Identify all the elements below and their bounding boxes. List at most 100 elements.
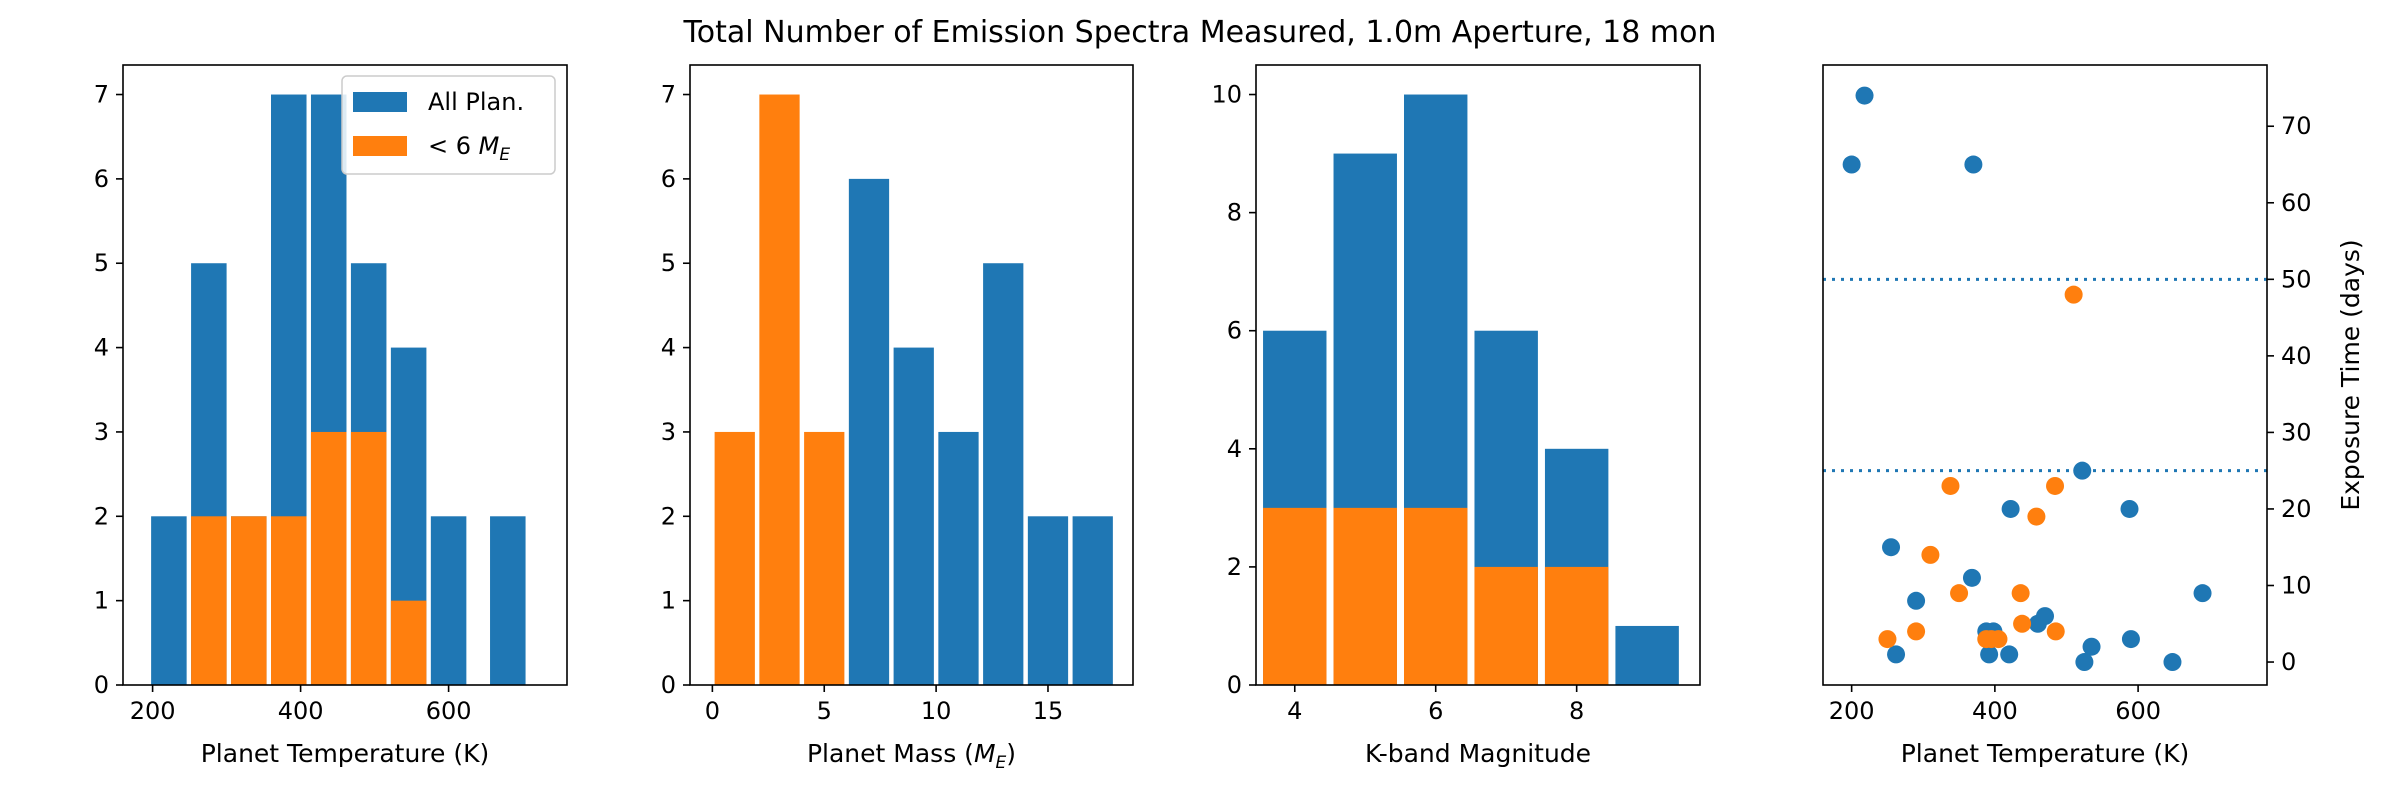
axes-frame — [1255, 64, 1701, 686]
bar-small-planets — [1474, 566, 1538, 685]
x-tick-label: 400 — [278, 697, 324, 725]
bar-small-planets — [759, 94, 800, 686]
y-tick-label: 3 — [94, 418, 109, 446]
bar-small-planets — [310, 431, 347, 685]
axes-frame — [689, 64, 1134, 686]
y-tick-label: 2 — [94, 502, 109, 530]
point-small-planets — [2027, 507, 2046, 526]
x-tick-label: 200 — [1829, 697, 1875, 725]
legend-swatch — [353, 92, 407, 112]
bar-all-planets — [848, 178, 890, 685]
point-all-planets — [2075, 653, 2094, 672]
x-tick-label: 600 — [426, 697, 472, 725]
bar-small-planets — [271, 516, 307, 685]
x-tick-label: 600 — [2115, 697, 2161, 725]
x-tick-label: 200 — [130, 697, 176, 725]
y-tick-label: 70 — [2281, 112, 2312, 140]
point-small-planets — [1921, 545, 1940, 564]
point-small-planets — [1989, 630, 2008, 649]
bar-all-planets — [983, 263, 1024, 685]
bar-all-planets — [1615, 625, 1679, 685]
bar-small-planets — [1333, 507, 1397, 685]
panel-3: 4 6 8 0 2 4 6 8 10 K-band Magnitude — [1211, 64, 1701, 768]
bar-all-planets — [893, 347, 934, 685]
bar-all-planets — [490, 516, 526, 685]
x-tick-label: 10 — [921, 697, 952, 725]
x-tick-label: 6 — [1428, 697, 1443, 725]
y-tick-label: 5 — [94, 249, 109, 277]
figure-title: Total Number of Emission Spectra Measure… — [683, 15, 1717, 50]
y-tick-label: 6 — [94, 165, 109, 193]
x-tick-label: 0 — [705, 697, 720, 725]
point-small-planets — [2013, 614, 2032, 633]
y-tick-label: 4 — [94, 334, 109, 362]
bar-small-planets — [1404, 507, 1468, 685]
point-all-planets — [2073, 461, 2092, 480]
x-axis-label: K-band Magnitude — [1365, 739, 1591, 768]
point-all-planets — [2193, 584, 2212, 603]
point-all-planets — [2121, 630, 2140, 649]
y-tick-label: 2 — [661, 502, 676, 530]
x-tick-label: 5 — [817, 697, 832, 725]
y-tick-label: 0 — [94, 671, 109, 699]
point-all-planets — [2036, 607, 2054, 626]
x-tick-label: 8 — [1569, 697, 1584, 725]
bar-small-planets — [1544, 566, 1609, 685]
point-small-planets — [1941, 476, 1960, 495]
point-all-planets — [1855, 86, 1874, 105]
bar-all-planets — [430, 516, 467, 685]
point-all-planets — [1964, 155, 1983, 174]
y-tick-label: 6 — [1227, 317, 1242, 345]
y-tick-label: 60 — [2281, 189, 2312, 217]
point-all-planets — [2000, 645, 2019, 664]
bar-small-planets — [1263, 507, 1327, 685]
bar-small-planets — [350, 431, 387, 685]
point-all-planets — [2120, 499, 2139, 518]
panel-4: 200 400 600 0 10 20 30 40 50 60 70 Planet Temperatu… — [1822, 64, 2365, 768]
y-tick-label: 20 — [2281, 495, 2312, 523]
point-all-planets — [1882, 538, 1901, 557]
point-all-planets — [2163, 653, 2182, 672]
panel-2: 0 5 10 15 0 1 2 3 4 5 6 7 Planet Mass (ME) — [661, 64, 1134, 773]
x-tick-label: 15 — [1033, 697, 1064, 725]
point-small-planets — [2011, 584, 2030, 603]
x-tick-label: 4 — [1287, 697, 1302, 725]
y-tick-label: 0 — [661, 671, 676, 699]
y-tick-label: 0 — [1227, 671, 1242, 699]
bar-small-planets — [191, 516, 227, 685]
bar-all-planets — [938, 431, 979, 685]
bar-all-planets — [1027, 516, 1069, 685]
y-tick-label: 10 — [1211, 81, 1242, 109]
y-tick-label: 1 — [94, 587, 109, 615]
point-small-planets — [2046, 622, 2065, 641]
y-tick-label: 40 — [2281, 342, 2312, 370]
y-tick-label: 3 — [661, 418, 676, 446]
x-tick-label: 400 — [1972, 697, 2018, 725]
y-tick-label: 7 — [94, 81, 109, 109]
point-all-planets — [2001, 499, 2020, 518]
y-tick-label: 7 — [661, 81, 676, 109]
y-tick-label: 0 — [2281, 648, 2296, 676]
x-axis-label: Planet Mass (ME) — [807, 739, 1016, 773]
y-tick-label: 30 — [2281, 418, 2312, 446]
y-tick-label: 5 — [661, 249, 676, 277]
point-all-planets — [1842, 155, 1861, 174]
point-small-planets — [1907, 622, 1926, 641]
point-all-planets — [1962, 568, 1981, 587]
y-tick-label: 4 — [661, 334, 676, 362]
point-all-planets — [2082, 637, 2101, 656]
axes-frame — [1822, 64, 2268, 686]
point-small-planets — [1950, 584, 1969, 603]
legend-swatch — [353, 136, 407, 156]
y-tick-label: 10 — [2281, 571, 2312, 599]
y-tick-label: 8 — [1227, 199, 1242, 227]
legend: All Plan. < 6 ME — [341, 75, 556, 175]
y-tick-label: 4 — [1227, 435, 1242, 463]
x-axis-label: Planet Temperature (K) — [1901, 739, 2190, 768]
axes-frame — [122, 64, 568, 686]
panel-1: 200 400 600 0 1 2 3 4 5 6 7 Planet Temperature (K) A… — [94, 64, 568, 768]
point-all-planets — [1907, 591, 1926, 610]
point-small-planets — [2064, 285, 2083, 304]
y-tick-label: 6 — [661, 165, 676, 193]
